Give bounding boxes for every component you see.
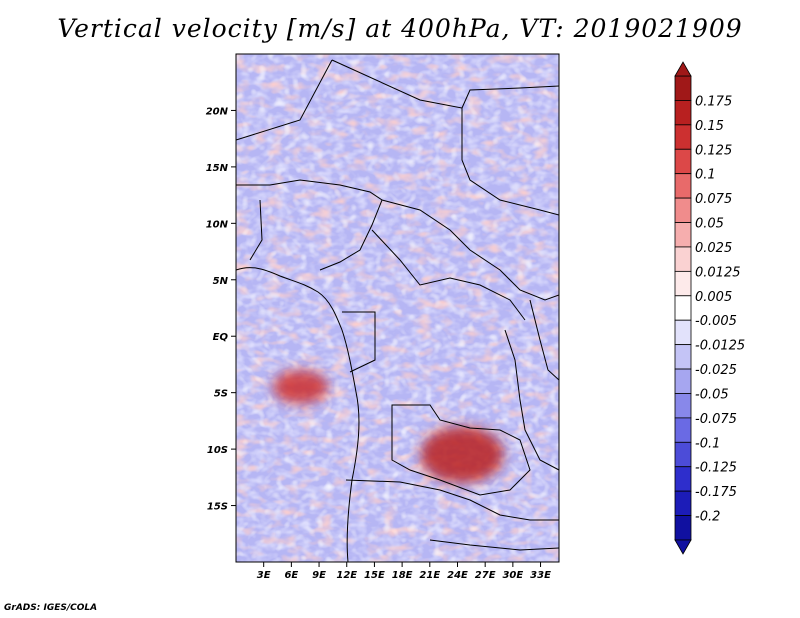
colorbar-label: 0.0125 — [695, 265, 741, 280]
colorbar-label: -0.0125 — [695, 339, 745, 354]
colorbar-label: 0.1 — [695, 168, 716, 183]
colorbar-segment — [674, 197, 692, 223]
x-tick-label: 30E — [502, 570, 523, 581]
x-tick-label: 12E — [336, 570, 357, 581]
colorbar-segment — [674, 393, 692, 419]
map-frame — [235, 53, 560, 563]
y-tick-label: 5S — [214, 389, 228, 400]
colorbar-segment — [674, 75, 692, 101]
colorbar-segment — [674, 270, 692, 297]
colorbar-label: -0.075 — [695, 412, 737, 427]
colorbar-label: -0.005 — [695, 314, 737, 329]
x-tick-label: 3E — [257, 570, 271, 581]
colorbar: 0.175 0.15 0.125 0.1 0.075 0.05 0.025 0.0125 0.0… — [674, 61, 745, 555]
colorbar-segment — [674, 441, 692, 468]
colorbar-segment — [674, 490, 692, 516]
y-tick-label: 15S — [207, 502, 228, 513]
colorbar-label: 0.025 — [695, 241, 732, 256]
colorbar-extend-min — [674, 539, 692, 555]
colorbar-label: -0.1 — [695, 436, 720, 451]
x-tick-label: 9E — [312, 570, 326, 581]
country-borders — [236, 59, 559, 562]
x-axis: 3E 6E 9E 12E 15E 18E 21E 24E 27E 30E 33E — [257, 562, 551, 581]
colorbar-segment — [674, 173, 692, 199]
colorbar-segment — [674, 368, 692, 394]
chart-title: Vertical velocity [m/s] at 400hPa, VT: 2… — [57, 14, 743, 43]
colorbar-segment — [674, 466, 692, 492]
colorbar-label: 0.125 — [695, 143, 732, 158]
field-map — [236, 54, 559, 562]
y-tick-label: 10N — [206, 219, 229, 230]
colorbar-label: -0.175 — [695, 485, 737, 500]
colorbar-label: -0.05 — [695, 387, 729, 402]
x-tick-label: 18E — [392, 570, 413, 581]
y-axis: 20N 15N 10N 5N EQ 5S 10S 15S — [206, 106, 236, 513]
x-tick-label: 33E — [530, 570, 551, 581]
colorbar-label: -0.125 — [695, 461, 737, 476]
x-tick-label: 21E — [419, 570, 440, 581]
colorbar-segment — [674, 124, 692, 150]
feature-blobs — [272, 370, 504, 483]
field-texture-white — [236, 54, 559, 562]
y-tick-label: EQ — [213, 332, 229, 343]
colorbar-segment — [674, 319, 692, 346]
colorbar-label: 0.175 — [695, 94, 732, 109]
colorbar-label: 0.005 — [695, 290, 732, 305]
colorbar-segment — [674, 100, 692, 126]
colorbar-segment — [674, 295, 692, 321]
colorbar-label: 0.075 — [695, 192, 732, 207]
colorbar-segment — [674, 344, 692, 370]
feature-ascent — [272, 370, 329, 404]
colorbar-segment — [674, 148, 692, 175]
colorbar-segment — [674, 515, 692, 541]
x-tick-label: 6E — [284, 570, 298, 581]
grads-credit: GrADS: IGES/COLA — [4, 603, 98, 613]
colorbar-segment — [674, 222, 692, 248]
y-tick-label: 15N — [206, 163, 229, 174]
y-tick-label: 5N — [213, 276, 229, 287]
colorbar-segment — [674, 417, 692, 443]
colorbar-label: 0.05 — [695, 217, 724, 232]
colorbar-segment — [674, 246, 692, 272]
x-tick-label: 15E — [364, 570, 385, 581]
x-tick-label: 24E — [447, 570, 468, 581]
colorbar-label: -0.2 — [695, 510, 720, 525]
feature-strong-ascent — [420, 426, 504, 483]
y-tick-label: 20N — [206, 106, 229, 117]
y-tick-label: 10S — [207, 445, 228, 456]
colorbar-label: 0.15 — [695, 119, 724, 134]
x-tick-label: 27E — [475, 570, 496, 581]
colorbar-extend-max — [674, 61, 692, 77]
colorbar-label: -0.025 — [695, 363, 737, 378]
